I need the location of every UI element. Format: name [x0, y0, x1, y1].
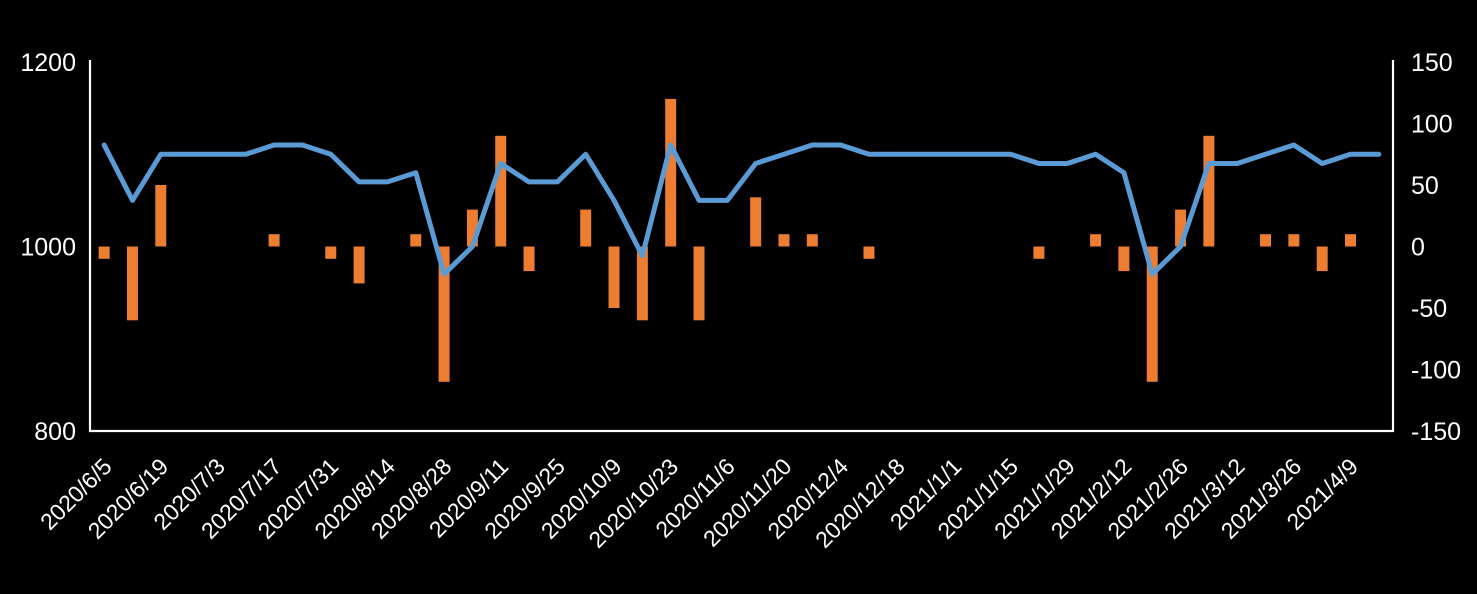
bar-2020/8/7: [353, 246, 365, 284]
bar-2020/10/9: [608, 246, 620, 308]
bar-2020/6/12: [126, 246, 138, 321]
bar-2020/8/28: [438, 246, 450, 382]
bar-2020/9/11: [495, 135, 507, 247]
bar-2021/4/2: [1316, 246, 1328, 272]
right-axis-tick-label: 0: [1411, 234, 1425, 262]
right-axis-tick-label: -150: [1411, 418, 1461, 446]
bar-2021/2/19: [1146, 246, 1158, 382]
level-line-series: [101, 142, 1382, 277]
bar-2020/10/16: [636, 246, 648, 321]
bar-2020/7/17: [268, 234, 280, 247]
left-axis-tick-label: 1200: [20, 49, 76, 77]
bar-2020/10/2: [580, 209, 592, 247]
left-axis-tick-label: 800: [34, 418, 76, 446]
bar-2020/10/30: [693, 246, 705, 321]
bar-2020/6/19: [155, 185, 167, 247]
bar-2020/7/31: [325, 246, 337, 259]
bar-2020/9/4: [466, 209, 478, 247]
bar-2020/9/18: [523, 246, 535, 272]
bar-2021/1/22: [1033, 246, 1045, 259]
bar-2020/11/13: [750, 197, 762, 247]
bar-2020/12/11: [863, 246, 875, 259]
right-axis-tick-label: 100: [1411, 111, 1453, 139]
right-axis-tick-label: 50: [1411, 172, 1439, 200]
bar-2021/3/5: [1203, 135, 1215, 247]
bar-2020/11/20: [778, 234, 790, 247]
bar-2020/10/23: [665, 98, 677, 247]
bar-2021/3/26: [1288, 234, 1300, 247]
bar-2020/6/5: [98, 246, 110, 259]
right-axis-tick-label: -100: [1411, 357, 1461, 385]
bar-2021/2/5: [1090, 234, 1102, 247]
bar-2021/3/19: [1260, 234, 1272, 247]
bar-2021/2/26: [1175, 209, 1187, 247]
bar-2020/11/27: [806, 234, 818, 247]
left-axis-tick-label: 1000: [20, 234, 76, 262]
right-axis-tick-label: 150: [1411, 49, 1453, 77]
bar-2020/8/21: [410, 234, 422, 247]
bar-2021/2/12: [1118, 246, 1130, 272]
bar-2021/4/9: [1345, 234, 1357, 247]
right-axis-tick-label: -50: [1411, 295, 1447, 323]
